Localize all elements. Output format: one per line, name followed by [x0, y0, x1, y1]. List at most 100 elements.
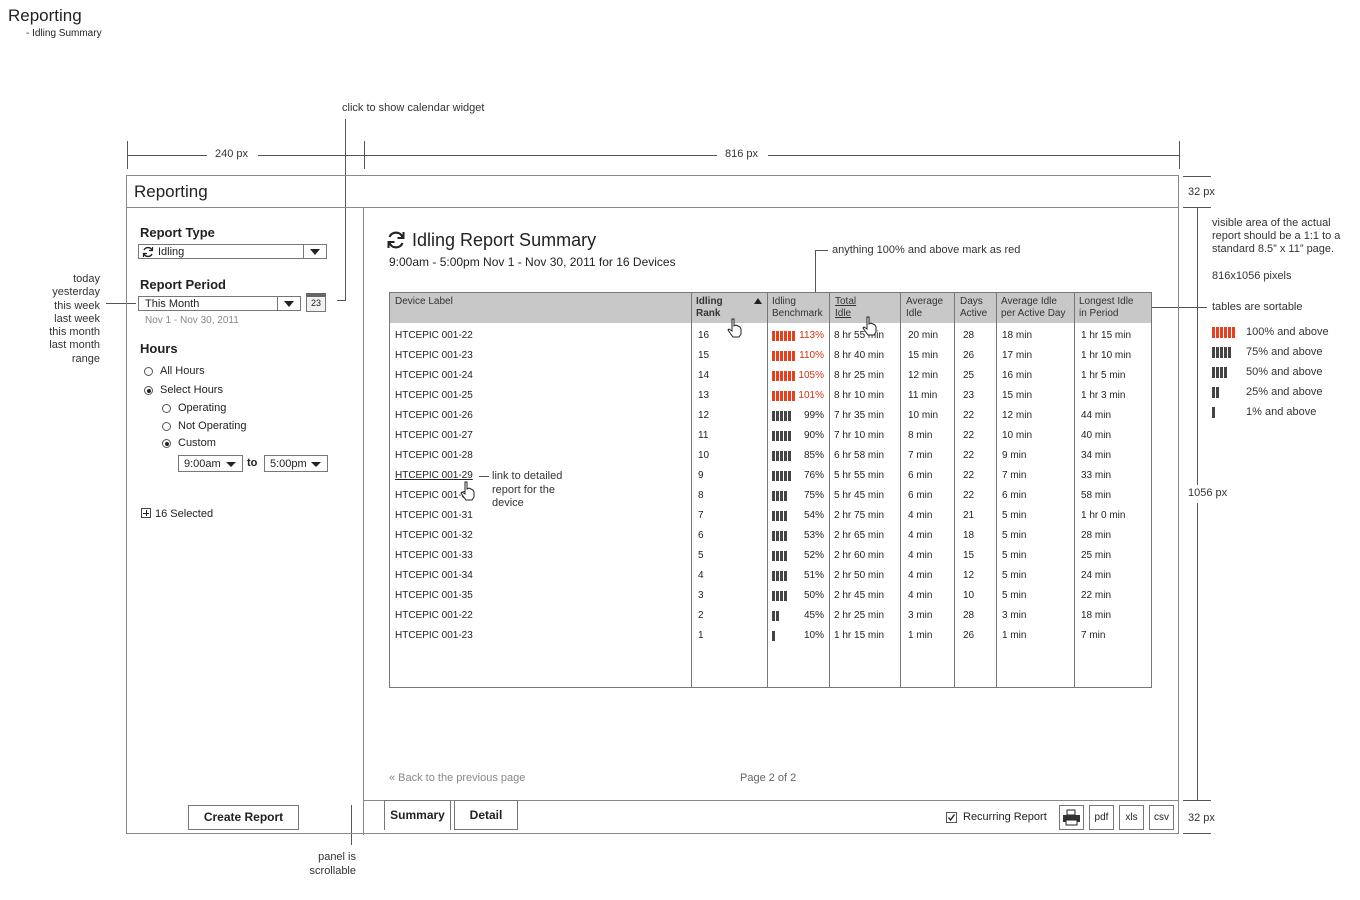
average-idle-cell: 6 min	[908, 490, 933, 501]
avg-per-day-cell: 5 min	[1002, 530, 1027, 541]
days-active-cell: 10	[963, 590, 975, 601]
csv-button[interactable]: csv	[1149, 805, 1174, 830]
benchmark-bar	[772, 571, 787, 581]
total-idle-cell: 8 hr 10 min	[834, 390, 885, 401]
xls-button[interactable]: xls	[1119, 805, 1144, 830]
expand-icon[interactable]	[141, 508, 151, 518]
tab-summary[interactable]: Summary	[384, 800, 451, 830]
hours-label: Hours	[140, 341, 178, 356]
create-report-button[interactable]: Create Report	[188, 805, 299, 830]
dim-tick	[1183, 800, 1211, 801]
average-idle-cell: 11 min	[908, 390, 938, 401]
rank-cell: 9	[698, 470, 704, 481]
device-label-link: HTCEPIC 001-35	[395, 590, 473, 601]
avg-per-day-cell: 6 min	[1002, 490, 1027, 501]
days-active-cell: 22	[963, 410, 975, 421]
annotation-pixels: 816x1056 pixels	[1212, 270, 1292, 282]
chevron-down-icon	[303, 245, 326, 258]
select-hours-label: Select Hours	[160, 384, 223, 396]
days-active-cell: 22	[963, 430, 975, 441]
tab-detail[interactable]: Detail	[454, 800, 518, 830]
rank-cell: 3	[698, 590, 704, 601]
longest-idle-cell: 24 min	[1081, 570, 1112, 581]
sort-asc-icon[interactable]	[754, 298, 762, 304]
not-operating-radio[interactable]	[162, 422, 171, 431]
days-active-cell: 26	[963, 350, 975, 361]
longest-idle-cell: 1 hr 15 min	[1081, 330, 1132, 341]
legend-label: 1% and above	[1246, 406, 1317, 418]
col-header-device[interactable]: Device Label	[395, 296, 453, 307]
from-time-select[interactable]: 9:00am	[178, 455, 243, 472]
longest-idle-cell: 1 hr 10 min	[1081, 350, 1132, 361]
printer-icon	[1063, 809, 1080, 826]
col-header-average-idle[interactable]: Average Idle	[906, 296, 944, 319]
device-label-link[interactable]: HTCEPIC 001-29	[395, 470, 473, 481]
average-idle-cell: 15 min	[908, 350, 939, 361]
report-type-value: Idling	[158, 246, 185, 258]
from-time-value: 9:00am	[184, 458, 221, 470]
operating-radio[interactable]	[162, 404, 171, 413]
custom-radio[interactable]	[162, 439, 171, 448]
avg-per-day-cell: 10 min	[1002, 430, 1033, 441]
avg-per-day-cell: 16 min	[1002, 370, 1033, 381]
benchmark-bar	[772, 531, 787, 541]
average-idle-cell: 6 min	[908, 470, 933, 481]
col-header-rank[interactable]: Idling Rank	[696, 296, 723, 319]
report-period-value: This Month	[145, 298, 200, 310]
dim-tick	[364, 141, 365, 169]
col-header-benchmark[interactable]: Idling Benchmark	[772, 296, 823, 319]
hand-cursor-icon	[862, 316, 877, 336]
col-divider	[1074, 293, 1075, 687]
pdf-button[interactable]: pdf	[1089, 805, 1114, 830]
legend-label: 75% and above	[1246, 346, 1323, 358]
benchmark-percent: 85%	[803, 450, 824, 461]
average-idle-cell: 4 min	[908, 570, 933, 581]
col-divider	[691, 293, 692, 687]
average-idle-cell: 4 min	[908, 530, 933, 541]
total-idle-cell: 8 hr 40 min	[834, 350, 885, 361]
selected-count: 16 Selected	[155, 508, 214, 520]
col-header-total-idle[interactable]: Total Idle	[835, 296, 857, 319]
to-label: to	[247, 457, 258, 469]
annotation-scrollable: panel is scrollable	[309, 851, 356, 877]
days-active-cell: 21	[963, 510, 975, 521]
longest-idle-cell: 18 min	[1081, 610, 1112, 621]
report-subtitle: 9:00am - 5:00pm Nov 1 - Nov 30, 2011 for…	[389, 255, 676, 269]
dim-line	[1197, 503, 1198, 800]
avg-per-day-cell: 5 min	[1002, 510, 1027, 521]
dim-main-width: 816 px	[725, 148, 759, 160]
all-hours-radio[interactable]	[144, 367, 153, 376]
longest-idle-cell: 28 min	[1081, 530, 1112, 541]
calendar-day: 23	[310, 298, 321, 308]
device-label-link: HTCEPIC 001-27	[395, 430, 473, 441]
days-active-cell: 28	[963, 610, 975, 621]
device-label-link: HTCEPIC 001-30	[395, 490, 473, 501]
select-hours-radio[interactable]	[144, 386, 153, 395]
rank-cell: 8	[698, 490, 704, 501]
print-button[interactable]	[1059, 805, 1084, 830]
chevron-down-icon	[311, 462, 321, 467]
calendar-icon[interactable]: 23	[306, 293, 326, 312]
total-idle-cell: 2 hr 60 min	[834, 550, 885, 561]
annotation-line	[345, 119, 346, 300]
benchmark-percent: 50%	[803, 590, 824, 601]
average-idle-cell: 8 min	[908, 430, 933, 441]
benchmark-bar	[772, 431, 791, 441]
benchmark-bar	[772, 471, 791, 481]
col-header-days-active[interactable]: Days Active	[960, 296, 988, 319]
page-title: Reporting	[8, 6, 82, 25]
back-link[interactable]: « Back to the previous page	[389, 772, 526, 784]
report-title: Idling Report Summary	[412, 230, 597, 250]
report-period-select[interactable]: This Month	[138, 296, 301, 311]
to-time-select[interactable]: 5:00pm	[264, 455, 328, 472]
col-header-avg-per-day[interactable]: Average Idle per Active Day	[1001, 296, 1066, 319]
report-type-select[interactable]: Idling	[138, 244, 327, 259]
annotation-red-mark: anything 100% and above mark as red	[832, 244, 1021, 256]
device-label-link: HTCEPIC 001-25	[395, 390, 473, 401]
col-header-longest[interactable]: Longest Idle in Period	[1079, 296, 1134, 319]
days-active-cell: 23	[963, 390, 975, 401]
recurring-checkbox[interactable]	[946, 812, 957, 823]
legend-bar-75	[1212, 347, 1231, 358]
recurring-label: Recurring Report	[963, 811, 1047, 823]
rank-cell: 10	[698, 450, 710, 461]
